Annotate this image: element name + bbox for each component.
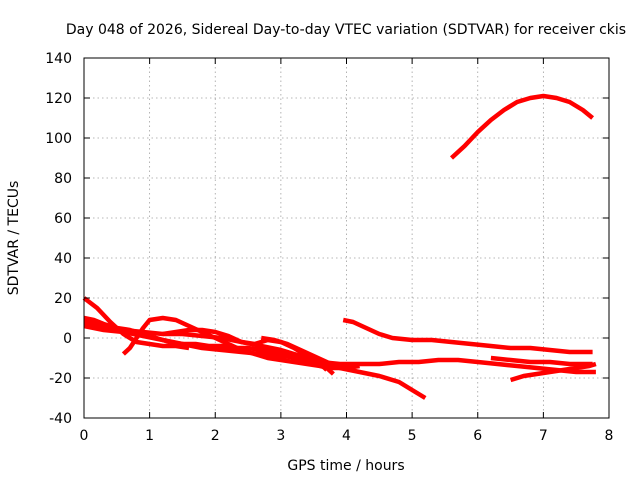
y-tick-label: 20 [54,291,72,307]
x-tick-label: 1 [145,428,154,444]
x-axis-label: GPS time / hours [287,458,404,474]
y-tick-label: -40 [49,411,72,427]
x-tick-label: 6 [473,428,482,444]
x-tick-label: 4 [342,428,351,444]
y-tick-label: -20 [49,371,72,387]
y-tick-label: 80 [54,171,72,187]
x-tick-label: 7 [539,428,548,444]
series-arc-6 [162,327,329,372]
series-arc-4 [83,315,335,376]
series-arc-8 [342,317,593,355]
chart-title: Day 048 of 2026, Sidereal Day-to-day VTE… [66,22,626,38]
y-tick-label: 100 [45,131,72,147]
y-tick-label: 120 [45,91,72,107]
x-tick-label: 3 [276,428,285,444]
series-arc-11 [449,93,595,160]
tick-layer: 0 1 2 3 4 5 6 7 8 -40 -20 0 20 40 60 80 100 120 140 [45,51,613,444]
series-arc-9 [509,361,597,383]
series-arc-5 [121,315,360,371]
x-tick-label: 2 [211,428,220,444]
y-tick-label: 60 [54,211,72,227]
y-tick-label: 0 [63,331,72,347]
x-tick-label: 0 [80,428,89,444]
series-arc-10 [490,355,593,367]
y-axis-label: SDTVAR / TECUs [6,181,22,296]
series-layer [82,93,597,400]
y-tick-label: 140 [45,51,72,67]
series-arc-7 [260,335,341,371]
x-tick-label: 8 [605,428,614,444]
y-tick-label: 40 [54,251,72,267]
x-tick-label: 5 [408,428,417,444]
